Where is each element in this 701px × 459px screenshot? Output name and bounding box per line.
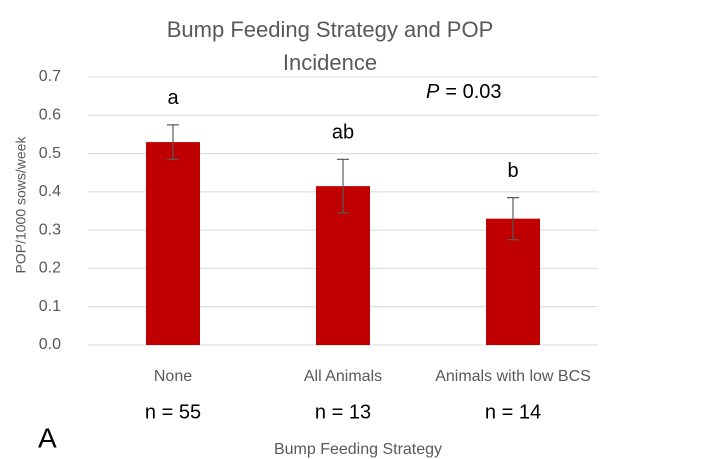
- bar: [146, 142, 200, 345]
- y-axis-label: POP/1000 sows/week: [13, 136, 29, 274]
- n-label: n = 55: [145, 401, 201, 423]
- panel-label: A: [38, 422, 57, 453]
- p-text: = 0.03: [445, 81, 501, 103]
- y-tick-label: 0.2: [39, 260, 61, 277]
- x-tick-label: All Animals: [303, 368, 383, 385]
- significance-letter: a: [167, 87, 179, 109]
- y-tick-label: 0.4: [39, 183, 61, 200]
- n-label: n = 14: [485, 401, 541, 423]
- significance-letter: b: [507, 160, 518, 182]
- n-label: n = 13: [315, 401, 371, 423]
- x-axis-label: Bump Feeding Strategy: [274, 441, 442, 458]
- y-tick-label: 0.1: [39, 298, 61, 315]
- y-tick-label: 0.7: [39, 68, 61, 85]
- x-tick-label: Animals with low BCS: [435, 368, 591, 385]
- x-tick-label: None: [153, 368, 193, 385]
- y-tick-label: 0.3: [39, 221, 61, 238]
- chart-title: Bump Feeding Strategy and POP Incidence: [166, 17, 494, 75]
- y-tick-label: 0.6: [39, 107, 61, 124]
- p-value: P = 0.03: [426, 81, 502, 103]
- significance-letter: ab: [332, 122, 354, 144]
- y-tick-label: 0.0: [39, 336, 61, 353]
- y-tick-label: 0.5: [39, 145, 61, 162]
- p-symbol: P: [426, 81, 440, 103]
